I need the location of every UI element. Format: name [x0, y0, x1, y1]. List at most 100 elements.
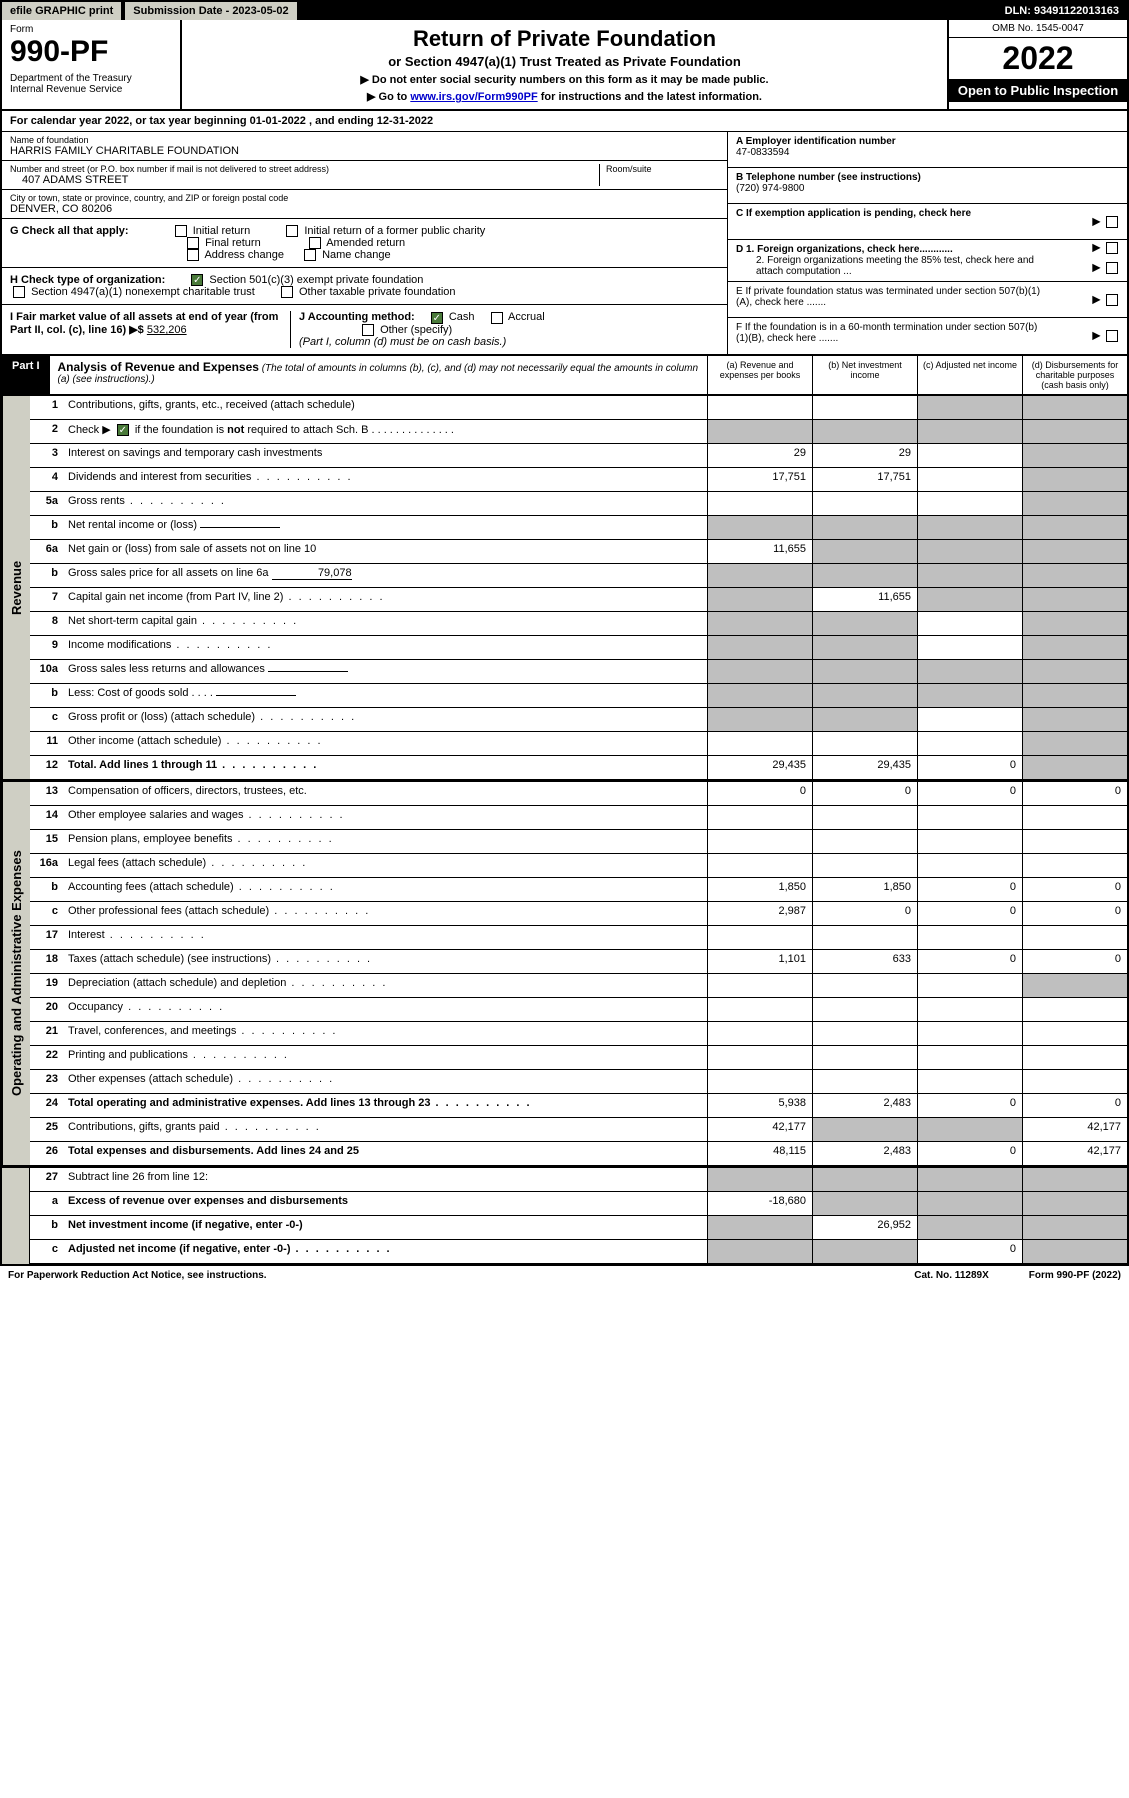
row-description: Gross rents — [64, 492, 707, 515]
row-number: b — [30, 684, 64, 707]
data-cell — [707, 1168, 812, 1191]
data-cell — [1022, 612, 1127, 635]
row-description: Subtract line 26 from line 12: — [64, 1168, 707, 1191]
data-cell — [1022, 420, 1127, 443]
data-cell — [917, 684, 1022, 707]
row-description: Pension plans, employee benefits — [64, 830, 707, 853]
data-cell — [1022, 1216, 1127, 1239]
data-cell: 42,177 — [1022, 1142, 1127, 1165]
row-number: 23 — [30, 1070, 64, 1093]
row-description: Contributions, gifts, grants paid — [64, 1118, 707, 1141]
initial-return-checkbox[interactable] — [175, 225, 187, 237]
data-cell — [1022, 564, 1127, 587]
row-number: 14 — [30, 806, 64, 829]
data-cell: 5,938 — [707, 1094, 812, 1117]
other-method-checkbox[interactable] — [362, 324, 374, 336]
table-row: 13Compensation of officers, directors, t… — [30, 782, 1127, 806]
d2-checkbox[interactable] — [1106, 262, 1118, 274]
data-cell: 0 — [917, 756, 1022, 779]
data-cell: 29 — [707, 444, 812, 467]
table-row: 6aNet gain or (loss) from sale of assets… — [30, 540, 1127, 564]
e-checkbox[interactable] — [1106, 294, 1118, 306]
j-cash: Cash — [449, 311, 475, 323]
instr2-post: for instructions and the latest informat… — [538, 91, 762, 103]
col-d-header: (d) Disbursements for charitable purpose… — [1022, 356, 1127, 394]
data-cell: 29 — [812, 444, 917, 467]
data-cell — [917, 806, 1022, 829]
row-number: c — [30, 708, 64, 731]
row-number: b — [30, 564, 64, 587]
accrual-checkbox[interactable] — [491, 312, 503, 324]
street-address: 407 ADAMS STREET — [10, 174, 599, 186]
data-cell: 48,115 — [707, 1142, 812, 1165]
data-cell — [1022, 998, 1127, 1021]
table-row: 5aGross rents — [30, 492, 1127, 516]
cash-checkbox[interactable] — [431, 312, 443, 324]
row-number: 16a — [30, 854, 64, 877]
4947-checkbox[interactable] — [13, 286, 25, 298]
f-checkbox[interactable] — [1106, 330, 1118, 342]
j-other: Other (specify) — [380, 324, 452, 336]
data-cell — [707, 684, 812, 707]
table-row: 4Dividends and interest from securities1… — [30, 468, 1127, 492]
amended-return-checkbox[interactable] — [309, 237, 321, 249]
address-change-checkbox[interactable] — [187, 249, 199, 261]
row-description: Excess of revenue over expenses and disb… — [64, 1192, 707, 1215]
data-cell — [917, 492, 1022, 515]
data-cell: 17,751 — [812, 468, 917, 491]
data-cell — [812, 684, 917, 707]
form-label: Form — [10, 24, 172, 35]
g-opt-3: Amended return — [326, 237, 405, 249]
final-return-checkbox[interactable] — [187, 237, 199, 249]
name-change-checkbox[interactable] — [304, 249, 316, 261]
instr2-pre: ▶ Go to — [367, 91, 410, 103]
row-number: 2 — [30, 420, 64, 443]
data-cell: 0 — [917, 878, 1022, 901]
data-cell — [917, 612, 1022, 635]
form-container: efile GRAPHIC print Submission Date - 20… — [0, 0, 1129, 1266]
data-cell: 0 — [917, 782, 1022, 805]
efile-print-button[interactable]: efile GRAPHIC print — [2, 2, 121, 20]
table-row: 15Pension plans, employee benefits — [30, 830, 1127, 854]
schb-checkbox[interactable] — [117, 424, 129, 436]
data-cell: 11,655 — [707, 540, 812, 563]
d1-label: D 1. Foreign organizations, check here..… — [736, 244, 953, 255]
row-description: Travel, conferences, and meetings — [64, 1022, 707, 1045]
table-row: 14Other employee salaries and wages — [30, 806, 1127, 830]
table-row: aExcess of revenue over expenses and dis… — [30, 1192, 1127, 1216]
data-cell — [1022, 684, 1127, 707]
data-cell — [1022, 516, 1127, 539]
row-number: 21 — [30, 1022, 64, 1045]
data-cell — [812, 396, 917, 419]
initial-former-checkbox[interactable] — [286, 225, 298, 237]
other-taxable-checkbox[interactable] — [281, 286, 293, 298]
data-cell — [707, 1046, 812, 1069]
row-number: b — [30, 516, 64, 539]
row-description: Adjusted net income (if negative, enter … — [64, 1240, 707, 1263]
data-cell: 42,177 — [1022, 1118, 1127, 1141]
d1-checkbox[interactable] — [1106, 242, 1118, 254]
data-cell — [917, 1118, 1022, 1141]
data-cell — [707, 588, 812, 611]
table-row: 25Contributions, gifts, grants paid42,17… — [30, 1118, 1127, 1142]
table-row: bAccounting fees (attach schedule)1,8501… — [30, 878, 1127, 902]
data-cell — [707, 612, 812, 635]
data-cell — [1022, 444, 1127, 467]
fmv-value: 532,206 — [147, 324, 187, 336]
c-checkbox[interactable] — [1106, 216, 1118, 228]
f-label: F If the foundation is in a 60-month ter… — [736, 322, 1046, 344]
501c3-checkbox[interactable] — [191, 274, 203, 286]
data-cell — [812, 492, 917, 515]
row-number: c — [30, 1240, 64, 1263]
data-cell: 11,655 — [812, 588, 917, 611]
h-check-row: H Check type of organization: Section 50… — [2, 268, 727, 305]
row-description: Gross profit or (loss) (attach schedule) — [64, 708, 707, 731]
row-number: 24 — [30, 1094, 64, 1117]
irs-link[interactable]: www.irs.gov/Form990PF — [410, 91, 537, 103]
table-row: 20Occupancy — [30, 998, 1127, 1022]
row-description: Gross sales price for all assets on line… — [64, 564, 707, 587]
table-row: 27Subtract line 26 from line 12: — [30, 1168, 1127, 1192]
table-row: bLess: Cost of goods sold . . . . — [30, 684, 1127, 708]
h-label: H Check type of organization: — [10, 274, 165, 286]
revenue-side-label: Revenue — [2, 396, 30, 780]
